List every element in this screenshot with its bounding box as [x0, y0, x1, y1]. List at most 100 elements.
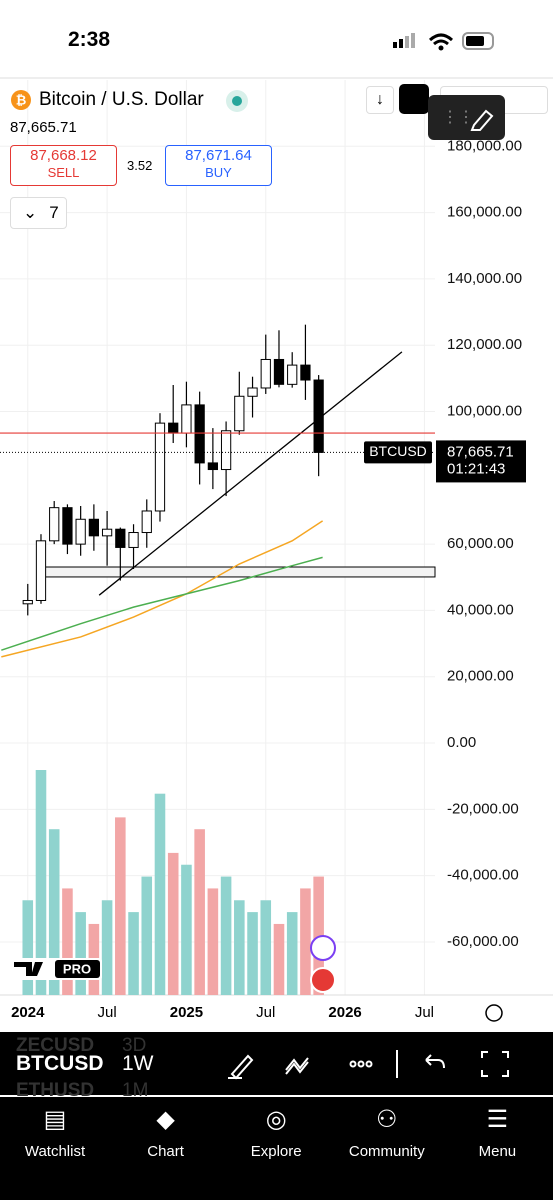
- candle-body: [22, 599, 33, 605]
- logo-pro-bg: [55, 960, 100, 978]
- candle-body: [62, 507, 73, 545]
- sell-button[interactable]: 87,668.12 SELL: [10, 145, 117, 186]
- candle-body: [115, 528, 126, 548]
- candle-body: [207, 462, 218, 471]
- toolbar-symbol[interactable]: BTCUSD: [16, 1052, 104, 1075]
- nav-icon: ◆: [156, 1106, 175, 1133]
- y-tick-label: 160,000.00: [447, 204, 522, 221]
- logo-mark: [14, 962, 43, 976]
- nav-item[interactable]: ▤ Watchlist: [0, 1105, 110, 1160]
- nav-icon: ⚇: [376, 1106, 398, 1133]
- sell-label: SELL: [47, 165, 80, 180]
- candle-body: [168, 422, 179, 434]
- nav-label: Chart: [147, 1143, 184, 1160]
- layout-button[interactable]: [399, 84, 429, 114]
- indicators-toggle[interactable]: ⌄ 7: [10, 197, 67, 229]
- x-tick-label: 2026: [328, 1004, 361, 1021]
- volume-bar: [207, 888, 219, 995]
- candle-body: [300, 364, 311, 381]
- settings-icon: [485, 1004, 503, 1022]
- candle-body: [273, 358, 285, 385]
- toolbar-icons: [228, 1050, 509, 1080]
- nav-item[interactable]: ⚇ Community: [332, 1105, 442, 1160]
- x-tick-label: 2024: [11, 1004, 45, 1021]
- candle-body: [220, 430, 232, 471]
- nav-label: Community: [348, 1143, 425, 1160]
- svg-text:⋮⋮: ⋮⋮: [442, 109, 474, 126]
- ghost-interval: 3D: [122, 1035, 147, 1056]
- volume-bar: [101, 900, 113, 995]
- last-price-label: 87,665.71: [447, 443, 514, 460]
- nav-label: Explore: [250, 1143, 302, 1160]
- candle-body: [247, 387, 258, 397]
- download-button[interactable]: ↓: [366, 86, 394, 114]
- buy-label: BUY: [205, 165, 232, 180]
- y-tick-label: 20,000.00: [447, 668, 514, 685]
- status-time: 2:38: [68, 28, 111, 51]
- toolbar: ZECUSD 3D ETHUSD 1M BTCUSD 1W: [0, 1032, 553, 1101]
- svg-text:₿: ₿: [16, 92, 27, 107]
- support-zone: [37, 566, 436, 578]
- volume-bar: [247, 912, 258, 995]
- nav-icon: ▤: [43, 1106, 67, 1133]
- buy-button[interactable]: 87,671.64 BUY: [165, 145, 272, 186]
- volume-bar: [194, 829, 205, 995]
- status-icons: [393, 32, 494, 51]
- market-status: [226, 90, 248, 112]
- volume-bar: [286, 912, 298, 995]
- buy-price: 87,671.64: [185, 147, 252, 164]
- candle-body: [141, 510, 152, 534]
- volume-bar: [128, 912, 139, 995]
- volume-bar: [62, 888, 73, 995]
- price-tag-bg: [364, 441, 432, 464]
- nav-item[interactable]: ☰ Menu: [442, 1105, 552, 1160]
- y-tick-label: 120,000.00: [447, 336, 522, 353]
- indicator-count: 7: [49, 203, 59, 222]
- ai-badge: [310, 935, 336, 961]
- countdown: 01:21:43: [447, 460, 505, 477]
- volume-bar: [48, 829, 60, 995]
- volume-bar: [273, 923, 285, 995]
- volume-bar: [141, 876, 153, 995]
- y-tick-label: -40,000.00: [447, 867, 519, 884]
- volume-bar: [300, 888, 311, 995]
- nav-label: Menu: [478, 1143, 517, 1160]
- volume-bar: [35, 770, 47, 995]
- y-tick-label: -60,000.00: [447, 933, 519, 950]
- y-tick-label: 0.00: [447, 734, 476, 751]
- ghost-symbol: ZECUSD: [16, 1035, 95, 1056]
- trendline: [98, 351, 403, 596]
- last-price-bg: [436, 440, 526, 483]
- candle-body: [75, 518, 86, 545]
- logo-pro: PRO: [63, 961, 91, 976]
- flag-badge: [310, 967, 336, 993]
- nav-icon: ◎: [265, 1106, 287, 1133]
- nav-item[interactable]: ◎ Explore: [221, 1105, 331, 1160]
- candle-body: [101, 528, 113, 537]
- y-tick-label: 180,000.00: [447, 137, 522, 154]
- nav-item[interactable]: ◆ Chart: [111, 1105, 221, 1160]
- volume-bar: [181, 864, 192, 995]
- candle-body: [154, 422, 166, 512]
- volume-bar: [220, 876, 232, 995]
- candle-body: [260, 358, 271, 389]
- candle-body: [88, 518, 100, 537]
- candle-body: [35, 540, 47, 601]
- x-tick-label: Jul: [256, 1004, 275, 1021]
- volume-bar: [234, 900, 245, 995]
- y-tick-label: 40,000.00: [447, 601, 514, 618]
- volume-bar: [260, 900, 272, 995]
- candle-body: [181, 404, 192, 434]
- candle-body: [49, 507, 60, 542]
- toolbar-interval[interactable]: 1W: [122, 1052, 154, 1075]
- nav-bar: ▤ Watchlist ◆ Chart ◎ Explore ⚇ Community ☰ Menu: [0, 1097, 553, 1200]
- candle-body: [128, 532, 139, 548]
- nav-label: Watchlist: [24, 1143, 86, 1160]
- y-tick-label: -20,000.00: [447, 800, 519, 817]
- nav-icon: ☰: [486, 1106, 509, 1133]
- ghost-interval: 1M: [122, 1080, 149, 1101]
- ghost-symbol: ETHUSD: [16, 1080, 95, 1101]
- x-tick-label: 2025: [170, 1004, 203, 1021]
- drawing-popup[interactable]: ⋮⋮: [428, 95, 505, 140]
